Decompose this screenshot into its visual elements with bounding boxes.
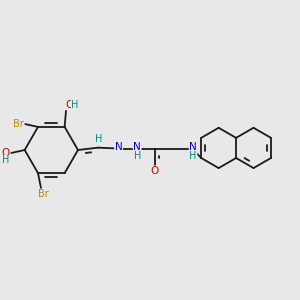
Text: Br: Br (14, 119, 24, 129)
Text: H: H (190, 151, 197, 161)
Text: H: H (71, 100, 79, 110)
Text: O: O (65, 100, 73, 110)
Text: Br: Br (38, 189, 49, 200)
Text: H: H (134, 151, 141, 161)
Text: H: H (2, 155, 9, 165)
Text: N: N (133, 142, 141, 152)
Text: N: N (115, 142, 122, 152)
Text: H: H (95, 134, 102, 144)
Text: O: O (1, 148, 10, 158)
Text: N: N (189, 142, 197, 152)
Text: O: O (151, 166, 159, 176)
